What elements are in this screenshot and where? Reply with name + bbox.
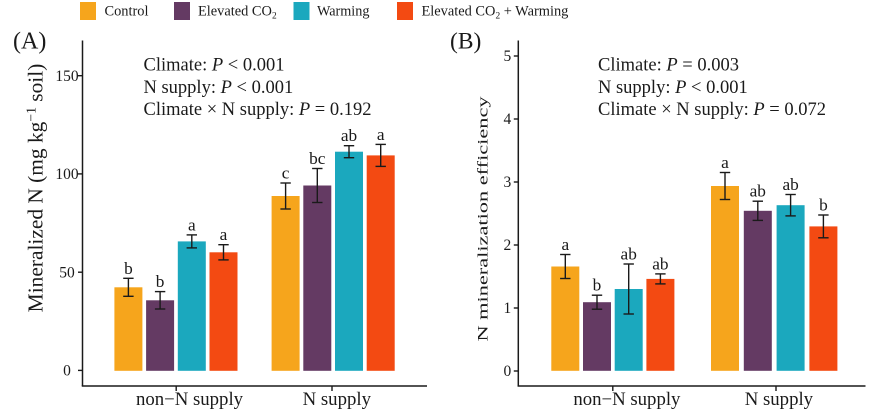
svg-text:N mineralization efficiency: N mineralization efficiency [475,96,492,342]
svg-text:ab: ab [652,254,668,273]
svg-text:a: a [220,225,228,244]
svg-text:a: a [721,153,729,172]
svg-text:c: c [282,164,290,183]
svg-text:a: a [188,215,196,234]
svg-text:Climate × N supply: P = 0.072: Climate × N supply: P = 0.072 [598,100,826,120]
svg-text:3: 3 [504,174,512,191]
svg-text:non−N supply: non−N supply [573,389,681,410]
svg-text:Mineralized N (mg kg−1 soil): Mineralized N (mg kg−1 soil) [24,64,48,313]
svg-text:4: 4 [504,111,512,128]
svg-text:(A): (A) [13,29,46,55]
svg-text:ab: ab [782,175,798,194]
svg-text:Climate: P = 0.003: Climate: P = 0.003 [598,56,739,76]
svg-text:Control: Control [105,4,149,20]
svg-text:b: b [819,196,828,215]
svg-text:ab: ab [750,182,766,201]
svg-text:ab: ab [621,245,637,264]
svg-text:N supply: P < 0.001: N supply: P < 0.001 [144,78,294,98]
svg-text:N supply: N supply [745,389,814,410]
svg-text:5: 5 [504,48,512,65]
svg-text:150: 150 [55,68,79,85]
svg-text:b: b [124,259,133,278]
svg-text:N supply: N supply [303,389,372,410]
svg-text:ab: ab [341,126,357,145]
svg-text:b: b [156,272,165,291]
svg-text:1: 1 [504,300,512,317]
svg-text:100: 100 [55,166,79,183]
svg-text:50: 50 [59,264,75,281]
svg-text:non−N supply: non−N supply [136,389,244,410]
svg-text:a: a [561,235,569,254]
svg-text:Climate × N supply: P = 0.192: Climate × N supply: P = 0.192 [144,100,372,120]
svg-text:2: 2 [504,237,512,254]
svg-text:Climate: P < 0.001: Climate: P < 0.001 [144,56,285,76]
svg-text:b: b [593,276,602,295]
svg-text:0: 0 [504,363,512,380]
svg-text:Warming: Warming [317,4,369,20]
svg-text:(B): (B) [450,29,481,55]
svg-text:N supply: P < 0.001: N supply: P < 0.001 [598,78,748,98]
svg-text:a: a [377,125,385,144]
svg-text:0: 0 [63,363,71,380]
svg-text:Elevated CO2 + Warming: Elevated CO2 + Warming [422,4,569,22]
svg-text:bc: bc [309,149,326,168]
svg-text:Elevated CO2: Elevated CO2 [198,4,277,22]
